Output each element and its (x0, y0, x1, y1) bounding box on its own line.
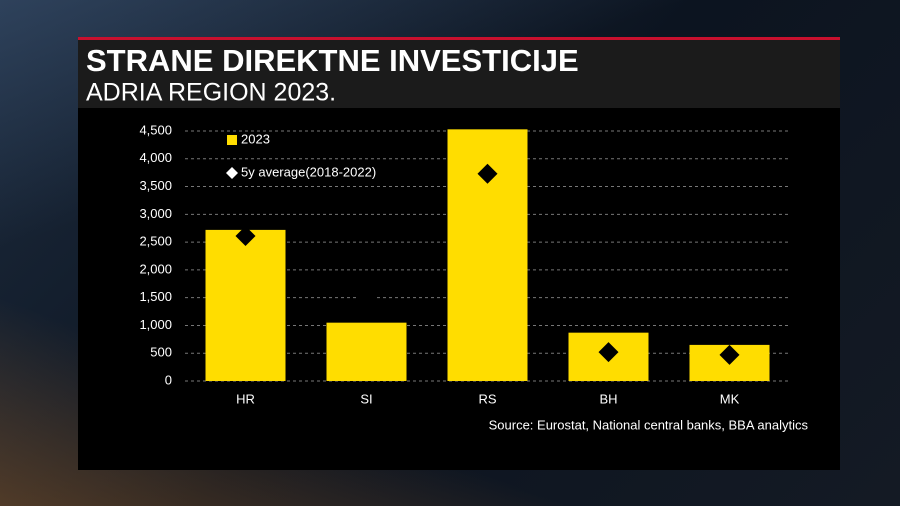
x-tick-label: MK (720, 391, 740, 406)
header-accent (78, 37, 840, 40)
y-tick-label: 3,000 (139, 206, 172, 221)
x-tick-label: RS (478, 391, 496, 406)
y-tick-label: 0 (165, 372, 172, 387)
average-marker (719, 344, 740, 365)
y-tick-label: 2,000 (139, 261, 172, 276)
x-tick-label: HR (236, 391, 255, 406)
y-tick-label: 4,000 (139, 150, 172, 165)
y-tick-label: 1,500 (139, 289, 172, 304)
y-tick-label: 2,500 (139, 234, 172, 249)
legend-label: 2023 (241, 131, 270, 146)
chart-title: STRANE DIREKTNE INVESTICIJE (86, 43, 579, 78)
header-panel (78, 38, 840, 108)
legend-label: 5y average(2018-2022) (241, 164, 376, 179)
average-marker (477, 163, 498, 184)
x-tick-label: SI (360, 391, 372, 406)
y-tick-label: 1,000 (139, 317, 172, 332)
y-tick-label: 4,500 (139, 122, 172, 137)
average-marker (598, 342, 619, 363)
y-tick-label: 3,500 (139, 178, 172, 193)
legend-swatch (227, 135, 237, 145)
y-tick-label: 500 (150, 345, 172, 360)
source-note: Source: Eurostat, National central banks… (489, 417, 809, 432)
average-marker (235, 226, 256, 246)
average-marker (356, 287, 377, 308)
bar (326, 322, 407, 381)
chart-subtitle: ADRIA REGION 2023. (86, 79, 336, 107)
x-tick-label: BH (599, 391, 617, 406)
bar (205, 229, 286, 381)
legend-swatch (226, 167, 238, 179)
